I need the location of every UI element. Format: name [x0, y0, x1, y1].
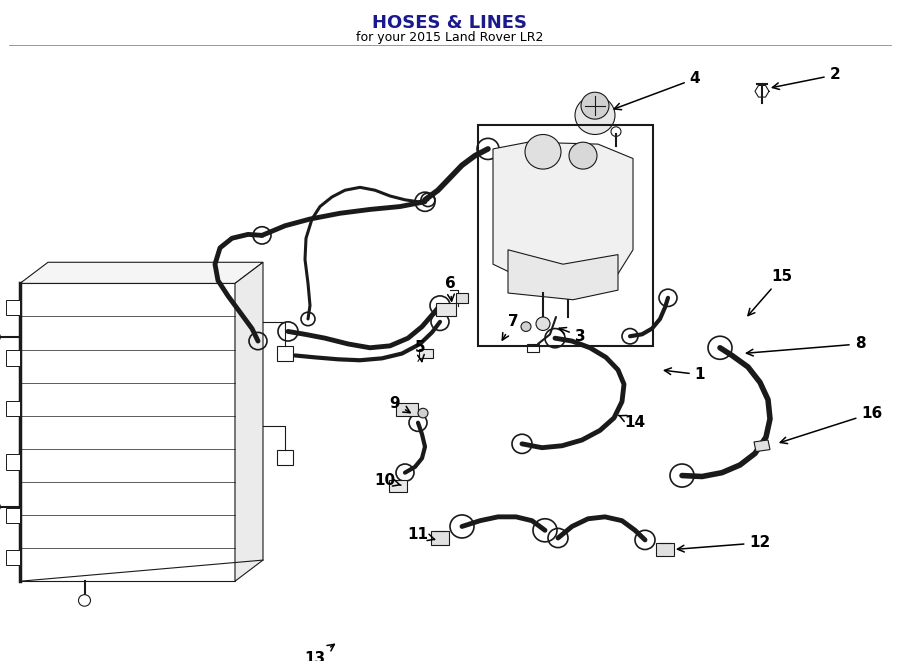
Text: 3: 3: [559, 328, 585, 344]
Polygon shape: [754, 440, 770, 451]
Text: 9: 9: [390, 396, 410, 412]
Bar: [456, 293, 468, 303]
Circle shape: [575, 96, 615, 134]
Bar: [436, 303, 456, 316]
Text: 2: 2: [772, 67, 841, 89]
Text: HOSES & LINES: HOSES & LINES: [373, 15, 527, 32]
Circle shape: [521, 322, 531, 331]
Text: 8: 8: [746, 336, 865, 356]
Polygon shape: [20, 262, 263, 284]
Text: 7: 7: [502, 315, 518, 340]
Circle shape: [525, 134, 561, 169]
Circle shape: [581, 93, 609, 119]
Text: 6: 6: [445, 276, 455, 301]
Text: 11: 11: [408, 527, 435, 541]
Bar: [389, 481, 407, 492]
Polygon shape: [493, 142, 633, 284]
Text: 4: 4: [614, 71, 700, 110]
Text: 5: 5: [415, 340, 426, 362]
Polygon shape: [508, 250, 618, 299]
Text: 15: 15: [748, 269, 793, 315]
Circle shape: [536, 317, 550, 330]
Bar: [6, 454, 20, 470]
Bar: [277, 450, 293, 465]
Polygon shape: [20, 284, 235, 581]
Bar: [6, 401, 20, 416]
Text: 13: 13: [304, 644, 334, 661]
Bar: [431, 531, 449, 545]
Bar: [6, 550, 20, 565]
Bar: [656, 543, 674, 557]
Bar: [277, 346, 293, 361]
Text: 10: 10: [374, 473, 401, 488]
Text: 12: 12: [678, 535, 770, 552]
Circle shape: [569, 142, 597, 169]
Text: 16: 16: [780, 406, 883, 444]
Bar: [6, 508, 20, 524]
Circle shape: [418, 408, 428, 418]
Polygon shape: [235, 262, 263, 581]
Text: 1: 1: [664, 367, 706, 382]
Bar: [419, 349, 433, 358]
Circle shape: [78, 595, 91, 606]
Bar: [396, 403, 418, 416]
Bar: [527, 344, 539, 352]
Bar: [478, 125, 653, 346]
Bar: [6, 299, 20, 315]
Text: 14: 14: [619, 415, 645, 430]
Text: for your 2015 Land Rover LR2: for your 2015 Land Rover LR2: [356, 31, 544, 44]
Bar: [6, 350, 20, 366]
